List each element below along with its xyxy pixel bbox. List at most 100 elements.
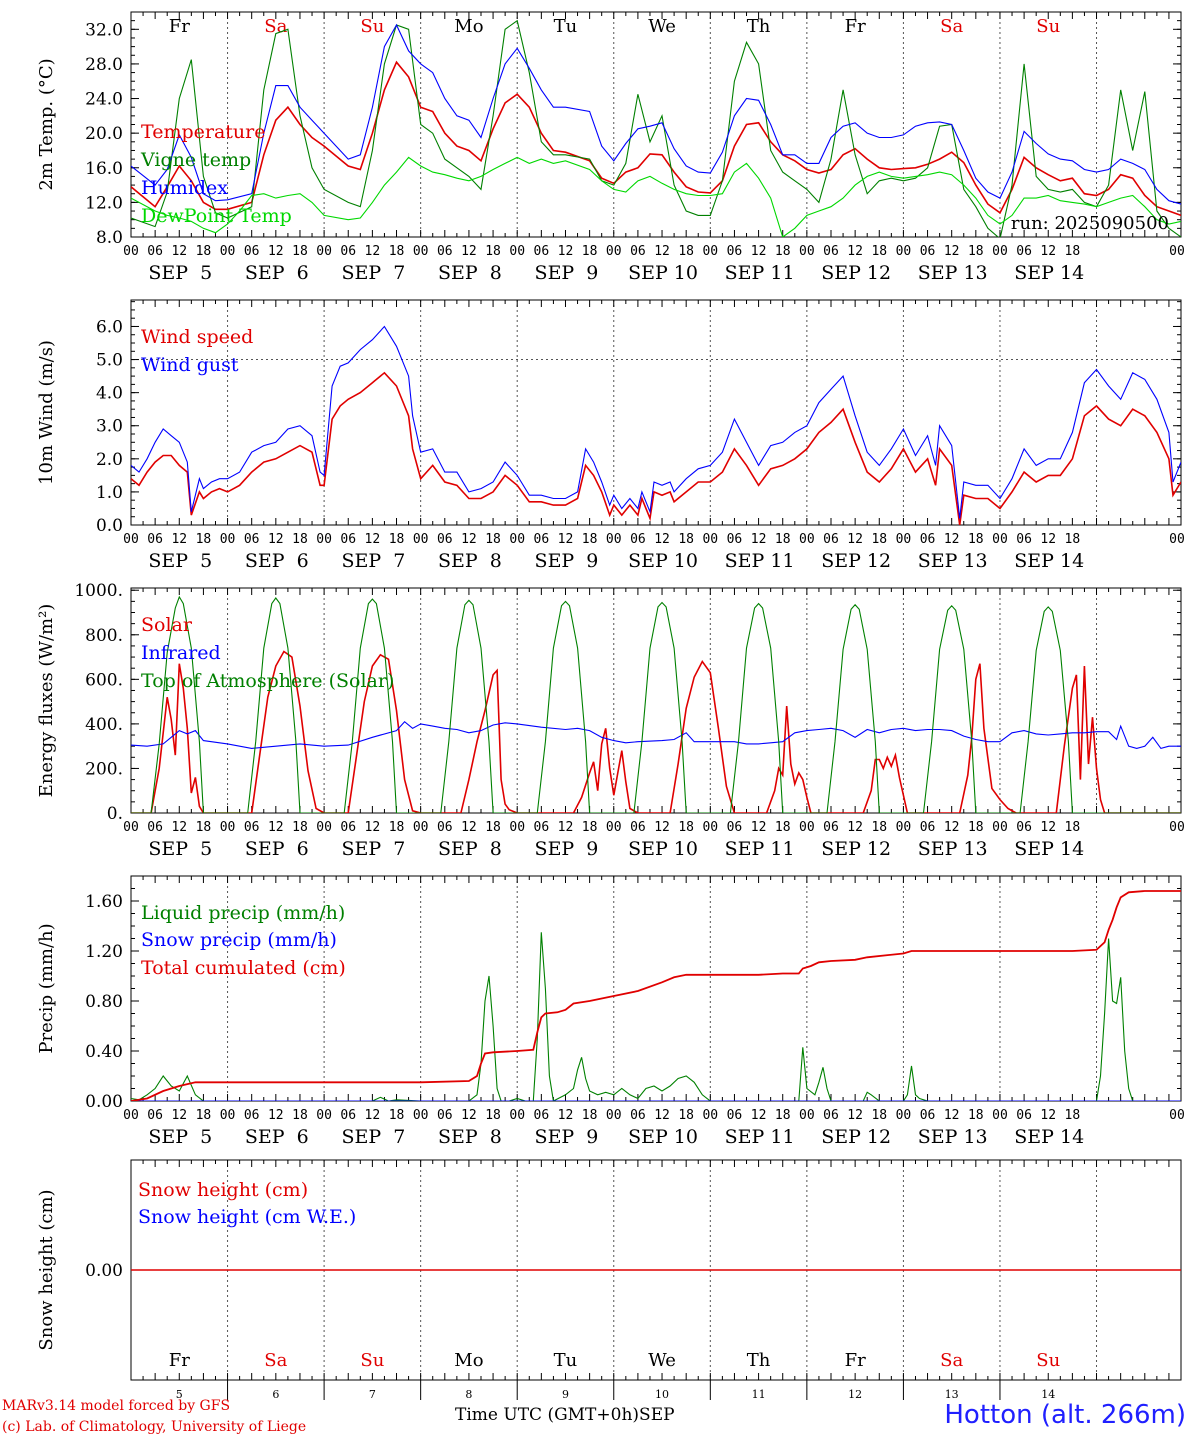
x-tick-label: 18 bbox=[389, 532, 405, 547]
panel-2: 0.0 1.0 2.0 3.0 4.0 5.0 6.0 10m Wind (m/s) 00 06 1… bbox=[36, 299, 1185, 572]
y-tick-label: 0.40 bbox=[85, 1042, 123, 1062]
series-line-infrared bbox=[131, 720, 1181, 750]
x-tick-label: 12 bbox=[1040, 532, 1056, 547]
day-number: 13 bbox=[945, 1388, 959, 1401]
x-tick-label: 12 bbox=[365, 820, 381, 835]
x-tick-label: 12 bbox=[847, 244, 863, 259]
x-tick-label: 18 bbox=[1065, 820, 1081, 835]
date-label: SEP 9 bbox=[535, 838, 599, 860]
x-tick-label: 12 bbox=[171, 820, 187, 835]
x-tick-label: 06 bbox=[727, 820, 743, 835]
date-label: SEP 7 bbox=[341, 1126, 405, 1148]
x-tick-label: 18 bbox=[292, 1108, 308, 1123]
legend-entry: Top of Atmosphere (Solar) bbox=[141, 670, 394, 692]
day-name: Th bbox=[747, 16, 771, 37]
time-axis-title: Time UTC (GMT+0h)SEP bbox=[455, 1405, 675, 1425]
x-tick-label: 06 bbox=[340, 244, 356, 259]
x-tick-label: 12 bbox=[751, 532, 767, 547]
x-tick-label: 18 bbox=[678, 820, 694, 835]
y-axis-label: Energy fluxes (W/m²) bbox=[36, 604, 57, 798]
x-tick-label: 12 bbox=[461, 1108, 477, 1123]
x-tick-label: 00 bbox=[220, 244, 236, 259]
x-tick-label: 12 bbox=[654, 820, 670, 835]
x-tick-label: 18 bbox=[485, 1108, 501, 1123]
x-tick-label: 00 bbox=[316, 820, 332, 835]
y-tick-label: 3.0 bbox=[96, 417, 123, 437]
x-tick-label: 00 bbox=[413, 532, 429, 547]
x-tick-label: 18 bbox=[196, 244, 212, 259]
x-tick-label: 00 bbox=[896, 532, 912, 547]
x-tick-label: 00 bbox=[413, 244, 429, 259]
x-tick-label: 12 bbox=[558, 244, 574, 259]
x-tick-label: 18 bbox=[775, 1108, 791, 1123]
x-tick-label: 06 bbox=[534, 244, 550, 259]
x-tick-label: 12 bbox=[654, 244, 670, 259]
y-tick-label: 800. bbox=[85, 626, 123, 646]
x-tick-label: 06 bbox=[823, 244, 839, 259]
x-tick-label: 00 bbox=[799, 532, 815, 547]
date-label: SEP 6 bbox=[245, 1126, 309, 1148]
y-tick-label: 2.0 bbox=[96, 450, 123, 470]
time-axis-label: Time UTC (GMT+0h) bbox=[455, 1405, 640, 1425]
legend-entry: Vigne temp bbox=[140, 149, 251, 171]
date-label: SEP 6 bbox=[245, 550, 309, 572]
y-tick-label: 12.0 bbox=[85, 193, 123, 213]
x-tick-label: 06 bbox=[920, 532, 936, 547]
date-label: SEP 13 bbox=[918, 550, 988, 572]
day-name: Fr bbox=[845, 1350, 866, 1371]
x-tick-label: 18 bbox=[582, 532, 598, 547]
y-tick-label: 1.0 bbox=[96, 483, 123, 503]
x-tick-label: 12 bbox=[558, 820, 574, 835]
x-tick-label: 06 bbox=[727, 1108, 743, 1123]
date-label: SEP 9 bbox=[535, 550, 599, 572]
x-tick-label: 18 bbox=[775, 532, 791, 547]
day-name: Su bbox=[1036, 16, 1060, 37]
x-tick-label: 06 bbox=[823, 532, 839, 547]
x-tick-label: 12 bbox=[751, 1108, 767, 1123]
day-name: Fr bbox=[845, 16, 866, 37]
x-tick-label: 06 bbox=[823, 820, 839, 835]
x-tick-label: 18 bbox=[582, 1108, 598, 1123]
day-number: 14 bbox=[1041, 1388, 1055, 1401]
x-tick-label: 00 bbox=[702, 244, 718, 259]
x-tick-label: 12 bbox=[944, 532, 960, 547]
x-tick-label: 18 bbox=[678, 244, 694, 259]
day-number: 7 bbox=[369, 1388, 376, 1401]
x-tick-label: 12 bbox=[268, 1108, 284, 1123]
x-tick-label: 12 bbox=[365, 532, 381, 547]
day-name: Mo bbox=[454, 16, 483, 37]
x-tick-label: 06 bbox=[534, 1108, 550, 1123]
y-tick-label: 16.0 bbox=[85, 159, 123, 179]
date-label: SEP 14 bbox=[1014, 838, 1084, 860]
date-label: SEP 14 bbox=[1014, 1126, 1084, 1148]
x-tick-label: 06 bbox=[340, 532, 356, 547]
x-tick-label: 00 bbox=[606, 1108, 622, 1123]
x-tick-label: 12 bbox=[751, 820, 767, 835]
x-tick-label: 00 bbox=[702, 532, 718, 547]
x-tick-label: 00 bbox=[606, 244, 622, 259]
date-label: SEP 8 bbox=[438, 262, 502, 284]
x-tick-label: 12 bbox=[268, 532, 284, 547]
y-tick-label: 400. bbox=[85, 715, 123, 735]
x-tick-label: 18 bbox=[292, 244, 308, 259]
date-label: SEP 13 bbox=[918, 838, 988, 860]
x-tick-label: 06 bbox=[630, 1108, 646, 1123]
y-tick-label: 200. bbox=[85, 759, 123, 779]
x-tick-label: 12 bbox=[461, 820, 477, 835]
y-tick-label: 5.0 bbox=[96, 351, 123, 371]
station-name: Hotton (alt. 266m) bbox=[944, 1400, 1186, 1430]
x-tick-label: 12 bbox=[944, 1108, 960, 1123]
x-tick-label: 06 bbox=[437, 532, 453, 547]
x-tick-label: 12 bbox=[365, 1108, 381, 1123]
legend-entry: Wind gust bbox=[141, 354, 239, 376]
date-label: SEP 11 bbox=[725, 1126, 795, 1148]
x-tick-label: 06 bbox=[147, 532, 163, 547]
date-label: SEP 12 bbox=[821, 838, 891, 860]
x-tick-label: 18 bbox=[485, 820, 501, 835]
x-tick-label: 00 bbox=[799, 244, 815, 259]
x-tick-label: 06 bbox=[920, 244, 936, 259]
x-tick-label: 06 bbox=[340, 1108, 356, 1123]
y-tick-label: 0.80 bbox=[85, 992, 123, 1012]
x-tick-label: 00 bbox=[316, 532, 332, 547]
x-tick-label: 12 bbox=[1040, 244, 1056, 259]
